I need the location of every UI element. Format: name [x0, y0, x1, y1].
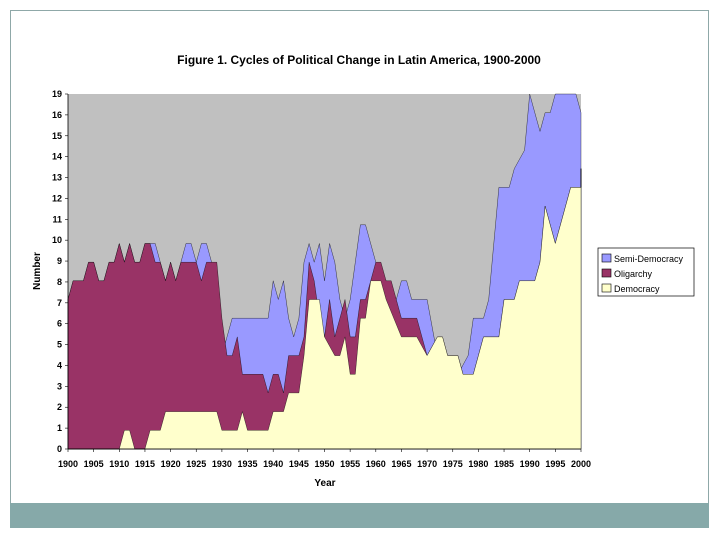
x-tick-label: 1965 [391, 459, 411, 469]
legend-label: Semi-Democracy [614, 254, 684, 264]
x-tick-label: 1990 [520, 459, 540, 469]
x-tick-label: 1910 [109, 459, 129, 469]
y-tick-label: 4 [57, 360, 62, 370]
y-tick-label: 9 [57, 256, 62, 266]
legend-items: Semi-Democracy Oligarchy Democracy [601, 253, 684, 294]
x-tick-label: 1975 [443, 459, 463, 469]
y-tick-label: 3 [57, 381, 62, 391]
y-tick-label: 0 [57, 444, 62, 454]
y-axis-label: Number [32, 252, 43, 290]
x-tick-label: 1995 [545, 459, 565, 469]
y-tick-label: 2 [57, 402, 62, 412]
x-tick-label: 1900 [58, 459, 78, 469]
x-tick-label: 1980 [468, 459, 488, 469]
legend-box [597, 247, 695, 297]
legend: Semi-Democracy Oligarchy Democracy [597, 247, 695, 297]
legend-label: Democracy [614, 284, 660, 294]
y-tick-label: 7 [57, 298, 62, 308]
x-tick-label: 1985 [494, 459, 514, 469]
y-tick-label: 19 [52, 89, 62, 99]
x-tick-label: 2000 [571, 459, 591, 469]
y-tick-label: 13 [52, 173, 62, 183]
x-tick-label: 1970 [417, 459, 437, 469]
x-tick-label: 1945 [289, 459, 309, 469]
area-series-group [67, 93, 582, 450]
y-tick-label: 11 [52, 214, 62, 224]
x-tick-label: 1955 [340, 459, 360, 469]
legend-swatch [601, 283, 612, 293]
legend-swatch [601, 253, 612, 263]
y-tick-label: 1 [57, 423, 62, 433]
y-tick-label: 16 [52, 110, 62, 120]
x-tick-label: 1950 [314, 459, 334, 469]
x-tick-label: 1940 [263, 459, 283, 469]
y-tick-label: 5 [57, 340, 62, 350]
y-tick-label: 10 [52, 235, 62, 245]
y-tick-label: 14 [52, 152, 62, 162]
legend-label: Oligarchy [614, 269, 653, 279]
y-tick-label: 15 [52, 131, 62, 141]
chart-title: Figure 1. Cycles of Political Change in … [177, 53, 541, 67]
legend-swatch [601, 268, 612, 278]
x-tick-label: 1925 [186, 459, 206, 469]
x-tick-group: 1900 1905 1910 1915 1920 1925 1930 1935 1940 1945… [58, 449, 591, 469]
area-democracy [68, 168, 582, 450]
footer-bar [10, 503, 709, 528]
x-tick-label: 1915 [135, 459, 155, 469]
x-tick-label: 1920 [161, 459, 181, 469]
y-tick-label: 12 [52, 193, 62, 203]
y-tick-label: 8 [57, 277, 62, 287]
x-axis-label: Year [314, 478, 335, 489]
x-tick-label: 1930 [212, 459, 232, 469]
x-tick-label: 1960 [366, 459, 386, 469]
x-tick-label: 1905 [84, 459, 104, 469]
x-tick-label: 1935 [238, 459, 258, 469]
y-tick-label: 6 [57, 319, 62, 329]
